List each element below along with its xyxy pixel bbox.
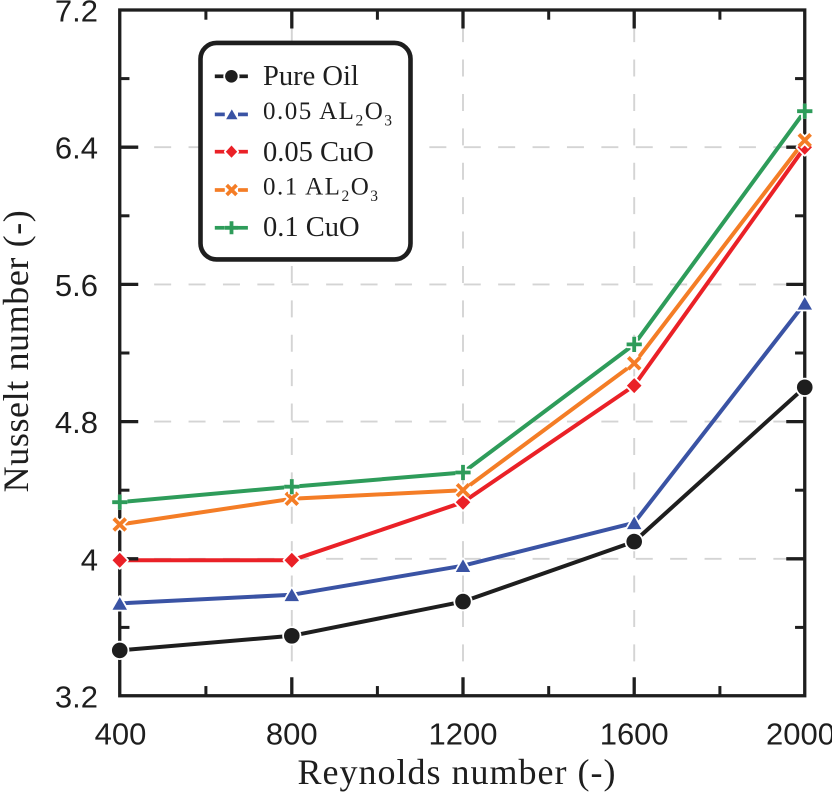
- svg-text:Reynolds number (-): Reynolds number (-): [298, 752, 617, 792]
- svg-text:0.05 AL2O3: 0.05 AL2O3: [263, 98, 394, 130]
- svg-text:2000: 2000: [766, 717, 832, 752]
- svg-text:7.2: 7.2: [55, 0, 98, 29]
- svg-text:4.8: 4.8: [55, 405, 98, 440]
- svg-text:0.1 AL2O3: 0.1 AL2O3: [263, 174, 380, 206]
- svg-text:400: 400: [95, 717, 147, 752]
- svg-text:4: 4: [81, 542, 98, 577]
- svg-text:Pure Oil: Pure Oil: [263, 61, 359, 92]
- svg-text:1200: 1200: [429, 717, 498, 752]
- svg-text:3.2: 3.2: [55, 679, 98, 714]
- svg-text:0.05 CuO: 0.05 CuO: [263, 137, 374, 168]
- svg-text:6.4: 6.4: [55, 131, 98, 166]
- svg-text:0.1 CuO: 0.1 CuO: [263, 212, 360, 243]
- svg-text:1600: 1600: [600, 717, 669, 752]
- svg-text:Nusselt number (-): Nusselt number (-): [0, 210, 36, 493]
- svg-text:800: 800: [266, 717, 318, 752]
- svg-text:5.6: 5.6: [55, 268, 98, 303]
